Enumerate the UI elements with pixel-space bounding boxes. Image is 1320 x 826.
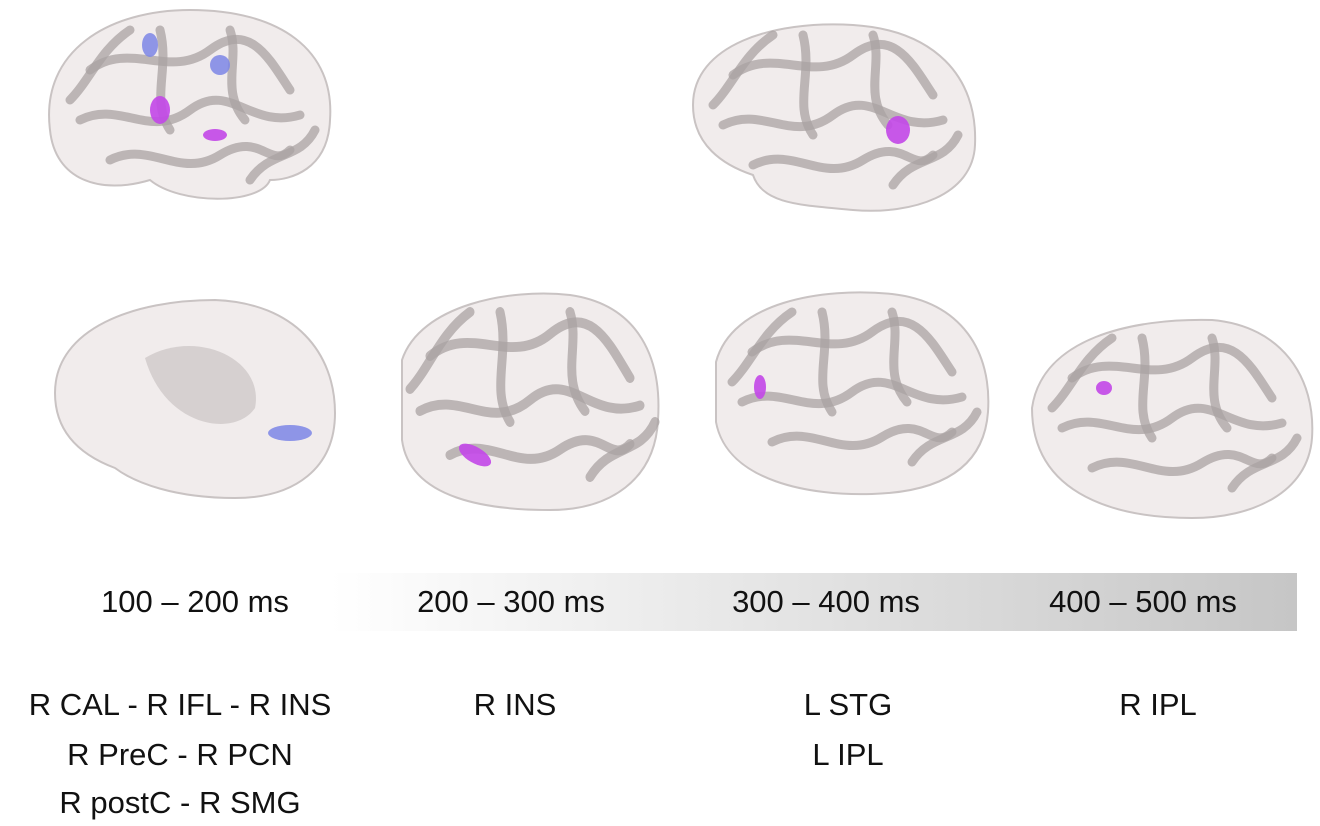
figure: 100 – 200 ms 200 – 300 ms 300 – 400 ms 4…: [0, 0, 1320, 826]
brain-image: [1032, 320, 1312, 518]
region-label: R CAL - R IFL - R INS: [29, 687, 332, 722]
time-window: 100 – 200 ms: [101, 584, 289, 619]
region-label: R PreC - R PCN: [67, 737, 293, 772]
region-label: L STG: [804, 687, 892, 722]
brain-image: [402, 294, 658, 510]
time-window: 300 – 400 ms: [732, 584, 920, 619]
region-label: R INS: [474, 687, 557, 722]
region-label: R postC - R SMG: [59, 785, 300, 820]
brain-image: [716, 292, 988, 494]
region-label: R IPL: [1119, 687, 1197, 722]
brain-image: [693, 24, 975, 210]
time-window: 400 – 500 ms: [1049, 584, 1237, 619]
brain-image: [49, 10, 330, 199]
time-window: 200 – 300 ms: [417, 584, 605, 619]
brain-image: [55, 300, 335, 498]
region-label: L IPL: [812, 737, 883, 772]
